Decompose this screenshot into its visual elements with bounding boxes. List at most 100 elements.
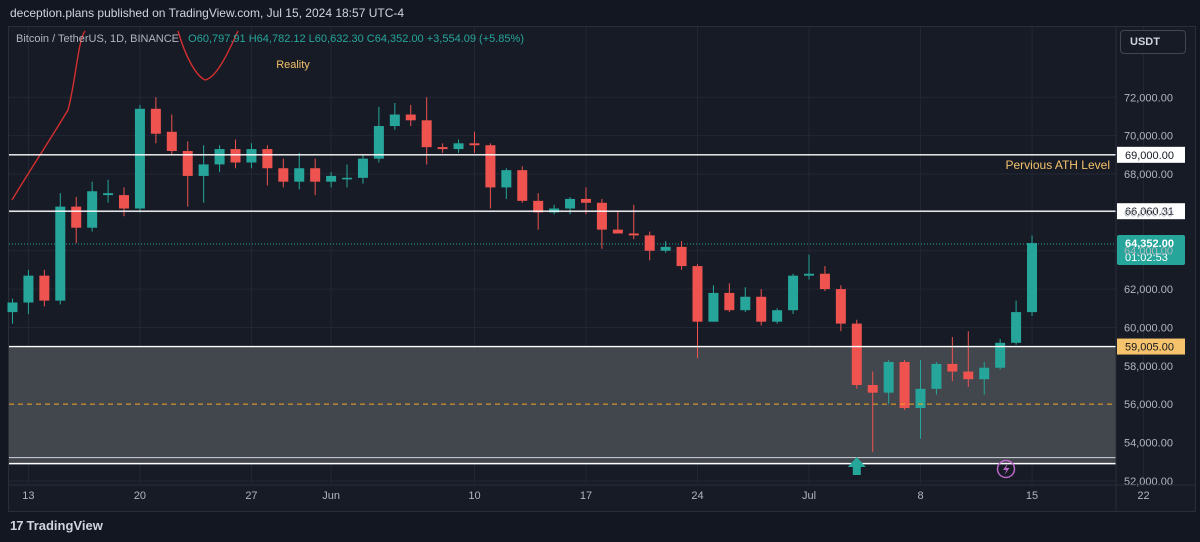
candle-body xyxy=(804,273,814,276)
candle-body xyxy=(676,246,687,267)
level-price-label-bg xyxy=(1117,146,1185,163)
annotation-layer: Reality Pervious ATH Level xyxy=(9,30,1116,479)
candle-body xyxy=(119,195,130,209)
candle-body xyxy=(612,229,623,234)
candle-body xyxy=(724,292,735,311)
candle-body xyxy=(995,342,1006,368)
candle-body xyxy=(819,273,830,290)
candle-body xyxy=(278,168,289,182)
candle-body xyxy=(501,170,512,188)
candle-body xyxy=(835,289,846,324)
y-tick-label: 70,000.00 xyxy=(1124,131,1173,143)
arrow-up-shape xyxy=(847,457,866,475)
x-tick-label: Jul xyxy=(802,490,816,502)
candle-body xyxy=(596,202,607,230)
publisher-line: deception.plans published on TradingView… xyxy=(10,6,405,20)
candle-body xyxy=(692,266,703,322)
candle-body xyxy=(708,292,719,322)
x-tick-label: Jun xyxy=(322,490,340,502)
candle-body xyxy=(421,120,432,148)
y-tick-label: 66,000.00 xyxy=(1124,207,1173,219)
current-price-label-bg xyxy=(1117,234,1185,265)
reality-curve xyxy=(11,30,239,201)
x-tick-label: 17 xyxy=(580,490,592,502)
candle-body xyxy=(947,363,958,372)
lightning-circle xyxy=(996,459,1016,479)
candle-body xyxy=(485,145,496,188)
candle-body xyxy=(1011,312,1022,343)
level-layer: 69,000.00 66,060.31 59,005.00 64,352.00 01:0… xyxy=(9,146,1185,405)
tradingview-logo-icon: 17 xyxy=(10,518,24,533)
candle-body xyxy=(326,175,337,182)
tradingview-brand: TradingView xyxy=(26,518,103,533)
candle-body xyxy=(437,147,448,150)
candle-body xyxy=(294,168,305,182)
candle-body xyxy=(310,168,321,182)
candle-body xyxy=(23,275,34,303)
currency-button[interactable]: USDT xyxy=(1120,30,1186,54)
candle-body xyxy=(740,296,751,311)
candle-body xyxy=(357,158,368,178)
candle-body xyxy=(262,149,273,169)
candle-body xyxy=(71,206,82,228)
x-tick-label: 27 xyxy=(245,490,257,502)
candle-body xyxy=(1027,243,1038,313)
candle-body xyxy=(772,310,783,322)
candle-body xyxy=(7,302,18,313)
candle-body xyxy=(549,208,560,213)
legend-high: H64,782.12 xyxy=(248,33,306,45)
legend-symbol: Bitcoin / TetherUS, 1D, BINANCE xyxy=(16,33,180,45)
countdown-label: 01:02:53 xyxy=(1125,252,1168,264)
candle-body xyxy=(246,149,257,163)
candle-body xyxy=(517,170,528,201)
candle-body xyxy=(87,191,98,228)
candle-body xyxy=(979,367,990,380)
candle-body xyxy=(230,149,241,163)
legend-close: C64,352.00 xyxy=(366,33,424,45)
level-price-label-bg xyxy=(1117,203,1185,220)
y-tick-label: 56,000.00 xyxy=(1124,399,1173,411)
candle-body xyxy=(867,385,878,393)
candle-body xyxy=(182,150,193,176)
candle-body xyxy=(963,371,974,380)
y-tick-label: 58,000.00 xyxy=(1124,361,1173,373)
candle-body xyxy=(214,149,225,165)
y-tick-label: 72,000.00 xyxy=(1124,92,1173,104)
ath-annotation: Pervious ATH Level xyxy=(1006,158,1111,172)
candle-body xyxy=(39,275,50,301)
level-price-label: 69,000.00 xyxy=(1125,150,1174,162)
candle-layer xyxy=(7,97,1038,453)
candle-body xyxy=(166,131,177,151)
level-price-label: 66,060.31 xyxy=(1125,206,1174,218)
candle-body xyxy=(389,114,400,127)
x-tick-label: 10 xyxy=(468,490,480,502)
lightning-bolt xyxy=(1003,463,1010,475)
x-tick-label: 20 xyxy=(134,490,146,502)
x-tick-label: 8 xyxy=(917,490,923,502)
x-tick-label: 24 xyxy=(691,490,703,502)
candle-body xyxy=(198,164,209,176)
symbol-legend: Bitcoin / TetherUS, 1D, BINANCE O60,797.… xyxy=(16,33,524,45)
candle-body xyxy=(405,114,416,121)
level-price-label: 59,005.00 xyxy=(1125,342,1174,354)
legend-open: O60,797.91 xyxy=(188,33,246,45)
candle-body xyxy=(915,388,926,409)
y-tick-label: 52,000.00 xyxy=(1124,476,1173,488)
candle-body xyxy=(756,296,767,322)
candle-body xyxy=(453,143,464,150)
arrow-up-icon xyxy=(847,457,866,475)
candle-body xyxy=(644,235,655,251)
legend-low: L60,632.30 xyxy=(308,33,364,45)
candle-body xyxy=(533,200,544,213)
lightning-icon xyxy=(996,459,1016,479)
candle-body xyxy=(883,361,894,393)
candle-body xyxy=(931,363,942,389)
candle-body xyxy=(469,143,480,146)
candle-body xyxy=(373,126,384,159)
x-tick-label: 22 xyxy=(1137,490,1149,502)
tradingview-logo[interactable]: 17 TradingView xyxy=(10,518,103,533)
legend-change: +3,554.09 (+5.85%) xyxy=(426,33,524,45)
y-tick-label: 60,000.00 xyxy=(1124,322,1173,334)
candle-body xyxy=(103,193,114,196)
